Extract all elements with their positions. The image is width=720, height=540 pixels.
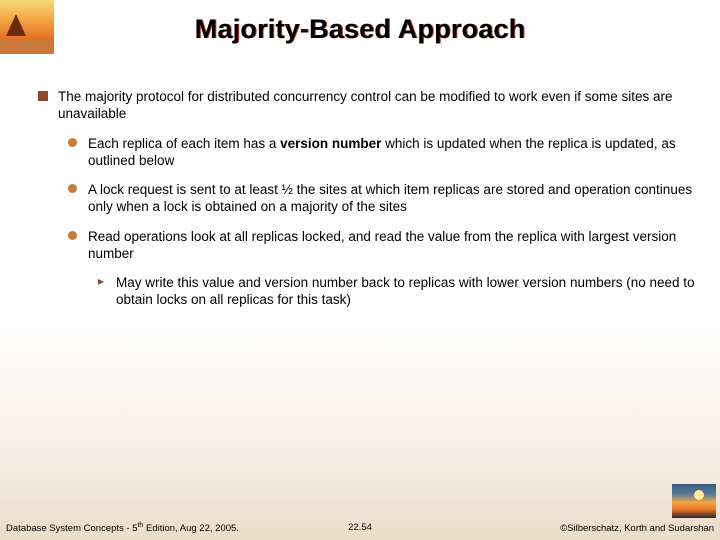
text-p3: A lock request is sent to at least ½ the…	[88, 182, 692, 214]
text-p4: Read operations look at all replicas loc…	[88, 229, 676, 261]
slide-body: The majority protocol for distributed co…	[38, 88, 696, 321]
logo-bottom-right	[672, 484, 716, 518]
text-p2a: Each replica of each item has a	[88, 136, 280, 151]
bullet-level3: May write this value and version number …	[98, 274, 696, 309]
footer-left: Database System Concepts - 5th Edition, …	[6, 522, 239, 534]
bullet-level2: A lock request is sent to at least ½ the…	[68, 181, 696, 216]
footer-left-a: Database System Concepts - 5	[6, 523, 137, 534]
footer: Database System Concepts - 5th Edition, …	[6, 522, 714, 534]
title-main: Majority-Based Approach	[195, 14, 526, 44]
text-p1: The majority protocol for distributed co…	[58, 89, 673, 121]
text-p2-bold: version number	[280, 136, 381, 151]
footer-center: 22.54	[348, 522, 372, 533]
bullet-level1: The majority protocol for distributed co…	[38, 88, 696, 123]
bullet-level2: Read operations look at all replicas loc…	[68, 228, 696, 263]
text-p5: May write this value and version number …	[116, 275, 695, 307]
bullet-level2: Each replica of each item has a version …	[68, 135, 696, 170]
slide-title: Majority-Based Approach Majority-Based A…	[0, 0, 720, 45]
footer-right: ©Silberschatz, Korth and Sudarshan	[560, 523, 714, 534]
footer-left-b: Edition, Aug 22, 2005.	[143, 523, 239, 534]
